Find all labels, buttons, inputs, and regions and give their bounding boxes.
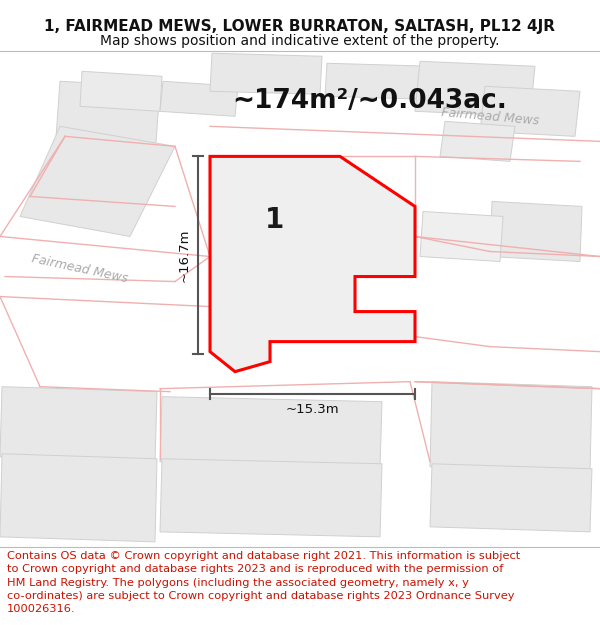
- Text: Contains OS data © Crown copyright and database right 2021. This information is : Contains OS data © Crown copyright and d…: [7, 551, 520, 614]
- Polygon shape: [218, 164, 335, 276]
- Polygon shape: [80, 71, 162, 111]
- Polygon shape: [0, 454, 157, 542]
- Polygon shape: [480, 86, 580, 136]
- Text: 1: 1: [265, 206, 284, 234]
- Polygon shape: [0, 387, 157, 462]
- Polygon shape: [325, 63, 432, 99]
- Polygon shape: [55, 81, 160, 156]
- Polygon shape: [160, 81, 238, 116]
- Polygon shape: [430, 382, 592, 472]
- Text: Map shows position and indicative extent of the property.: Map shows position and indicative extent…: [100, 34, 500, 48]
- Polygon shape: [160, 397, 382, 467]
- Text: ~174m²/~0.043ac.: ~174m²/~0.043ac.: [233, 88, 508, 114]
- Polygon shape: [440, 121, 515, 161]
- Polygon shape: [415, 61, 535, 116]
- Polygon shape: [210, 53, 322, 94]
- Text: ~16.7m: ~16.7m: [178, 228, 191, 282]
- Polygon shape: [490, 201, 582, 261]
- Polygon shape: [210, 156, 415, 372]
- Polygon shape: [430, 464, 592, 532]
- Polygon shape: [420, 211, 503, 261]
- Polygon shape: [160, 459, 382, 537]
- Text: Fairmead Mews: Fairmead Mews: [31, 252, 130, 285]
- Polygon shape: [20, 126, 175, 236]
- Text: Fairmead Mews: Fairmead Mews: [440, 106, 539, 127]
- Text: ~15.3m: ~15.3m: [286, 403, 340, 416]
- Text: 1, FAIRMEAD MEWS, LOWER BURRATON, SALTASH, PL12 4JR: 1, FAIRMEAD MEWS, LOWER BURRATON, SALTAS…: [44, 19, 556, 34]
